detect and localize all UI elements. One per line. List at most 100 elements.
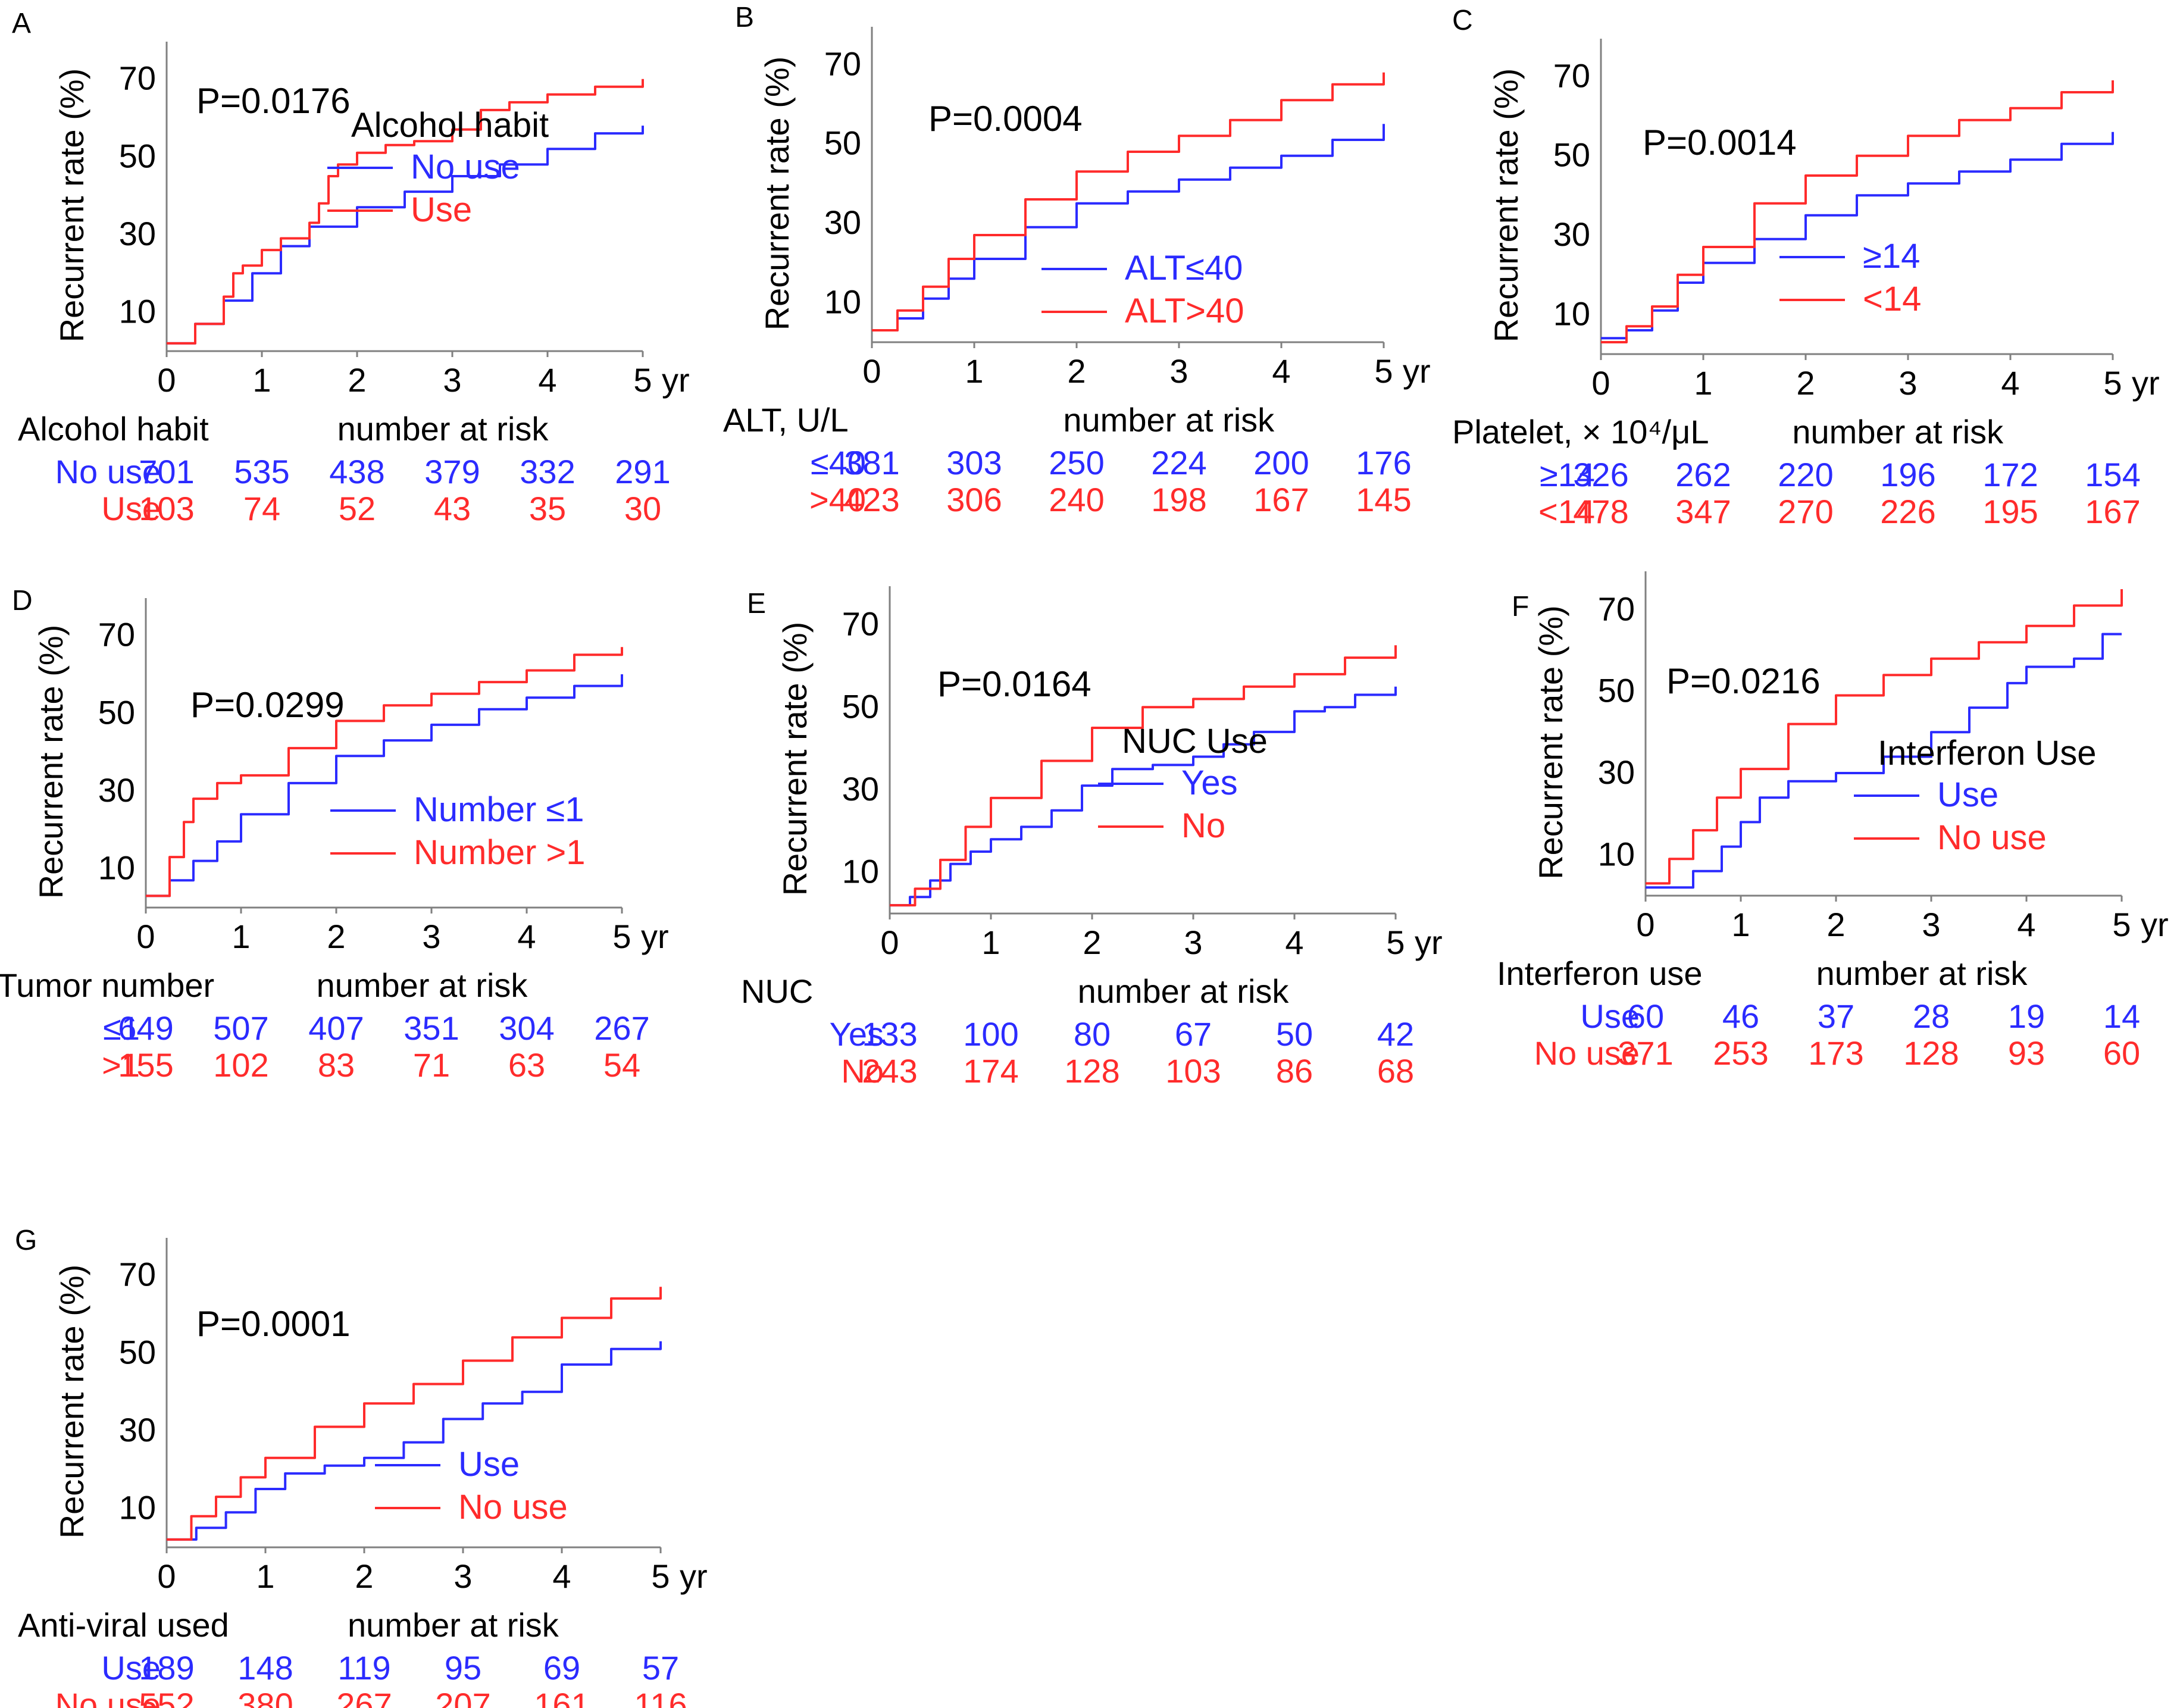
x-tick-label: 5 bbox=[1386, 924, 1405, 961]
risk-value: 649 bbox=[118, 1009, 173, 1047]
legend-label: ≥14 bbox=[1863, 237, 1920, 276]
x-tick-label: 0 bbox=[1591, 364, 1610, 402]
y-tick-label: 10 bbox=[1553, 295, 1590, 332]
x-tick-label: 0 bbox=[862, 352, 881, 390]
x-tick-label: 3 bbox=[1922, 906, 1940, 943]
risk-row-label: No use bbox=[1534, 1034, 1640, 1072]
x-tick-label: 2 bbox=[348, 361, 366, 399]
risk-value: 116 bbox=[634, 1686, 687, 1708]
y-tick-label: 30 bbox=[1598, 753, 1635, 791]
y-tick-label: 50 bbox=[98, 693, 135, 731]
y-axis-label: Recurrent rate (%) bbox=[32, 625, 70, 899]
x-tick-label: 4 bbox=[1272, 352, 1290, 390]
risk-table-label: Anti-viral used bbox=[18, 1606, 229, 1644]
risk-value: 198 bbox=[1151, 481, 1206, 518]
y-tick-label: 10 bbox=[119, 293, 156, 330]
risk-value: 207 bbox=[435, 1686, 490, 1708]
panel-letter: A bbox=[12, 8, 31, 39]
panel-letter: C bbox=[1452, 5, 1473, 36]
risk-value: 67 bbox=[1175, 1015, 1212, 1053]
y-tick-label: 50 bbox=[842, 687, 879, 725]
panel-letter: E bbox=[747, 588, 766, 620]
km-curve-number-1 bbox=[146, 647, 623, 897]
risk-value: 174 bbox=[963, 1052, 1018, 1090]
km-curve-use bbox=[1646, 633, 2122, 889]
x-tick-label: 2 bbox=[1083, 924, 1101, 961]
legend-label: Number >1 bbox=[414, 833, 586, 872]
risk-value: 128 bbox=[1064, 1052, 1119, 1090]
panel-letter: B bbox=[735, 2, 754, 33]
risk-value: 30 bbox=[624, 490, 661, 527]
risk-table-header: number at risk bbox=[348, 1606, 559, 1644]
risk-value: 71 bbox=[413, 1046, 450, 1084]
y-tick-label: 50 bbox=[1553, 136, 1590, 174]
x-tick-label: 2 bbox=[1067, 352, 1086, 390]
risk-value: 167 bbox=[2085, 493, 2140, 530]
risk-value: 68 bbox=[1377, 1052, 1414, 1090]
legend-label: Use bbox=[1937, 775, 1998, 814]
risk-value: 379 bbox=[424, 453, 480, 490]
km-curve-use bbox=[167, 1341, 662, 1541]
risk-value: 291 bbox=[615, 453, 670, 490]
panel-letter: G bbox=[15, 1225, 37, 1256]
risk-value: 100 bbox=[963, 1015, 1018, 1053]
risk-value: 195 bbox=[1982, 493, 2038, 530]
p-value: P=0.0164 bbox=[937, 664, 1091, 704]
legend-label: No use bbox=[1937, 818, 2047, 857]
km-curve-alt-40 bbox=[872, 72, 1385, 331]
km-curve-number-1 bbox=[146, 674, 623, 897]
risk-value: 103 bbox=[139, 490, 194, 527]
risk-value: 423 bbox=[844, 481, 899, 518]
risk-table-label: Platelet, × 10⁴/μL bbox=[1452, 413, 1709, 451]
x-tick-label: 5 bbox=[1374, 352, 1393, 390]
risk-value: 220 bbox=[1778, 456, 1833, 493]
legend-title: NUC Use bbox=[1122, 722, 1268, 761]
y-tick-label: 70 bbox=[1598, 590, 1635, 627]
y-tick-label: 10 bbox=[119, 1489, 156, 1526]
risk-table-label: ALT, U/L bbox=[723, 401, 849, 439]
km-curve-no bbox=[890, 645, 1397, 907]
panel-letter: D bbox=[12, 585, 33, 617]
km-curve-no-use bbox=[167, 1287, 662, 1541]
p-value: P=0.0176 bbox=[196, 81, 351, 121]
risk-row-label: No bbox=[841, 1052, 884, 1090]
risk-value: 37 bbox=[1818, 997, 1854, 1035]
legend-label: ALT>40 bbox=[1125, 292, 1244, 330]
y-tick-label: 30 bbox=[119, 1411, 156, 1449]
risk-row-label: <14 bbox=[1538, 493, 1595, 530]
risk-value: 381 bbox=[844, 444, 899, 481]
risk-value: 42 bbox=[1377, 1015, 1414, 1053]
km-curve-no-use bbox=[1646, 589, 2123, 885]
risk-row-label: >40 bbox=[809, 481, 866, 518]
risk-value: 224 bbox=[1151, 444, 1206, 481]
km-panel-c: C Recurrent rate (%) 10 30 50 70 0 1 2 3 4 5 yr P=0.0… bbox=[1452, 5, 2160, 530]
risk-value: 35 bbox=[529, 490, 566, 527]
risk-value: 262 bbox=[1675, 456, 1731, 493]
x-tick-label: 0 bbox=[1636, 906, 1654, 943]
risk-value: 57 bbox=[642, 1649, 679, 1687]
risk-value: 148 bbox=[237, 1649, 293, 1687]
risk-value: 240 bbox=[1049, 481, 1104, 518]
risk-value: 347 bbox=[1675, 493, 1731, 530]
risk-value: 507 bbox=[213, 1009, 268, 1047]
y-tick-label: 30 bbox=[98, 771, 135, 809]
legend-label: No use bbox=[458, 1488, 568, 1526]
risk-value: 226 bbox=[1880, 493, 1935, 530]
risk-row-label: >1 bbox=[102, 1046, 140, 1084]
x-axis-unit: yr bbox=[1415, 924, 1443, 961]
x-tick-label: 3 bbox=[422, 918, 440, 955]
risk-value: 133 bbox=[862, 1015, 917, 1053]
risk-row-label: ≤40 bbox=[811, 444, 866, 481]
x-tick-label: 2 bbox=[355, 1557, 373, 1595]
risk-value: 60 bbox=[1627, 997, 1664, 1035]
x-tick-label: 1 bbox=[1694, 364, 1712, 402]
legend-label: <14 bbox=[1863, 280, 1921, 318]
y-tick-label: 70 bbox=[119, 60, 156, 97]
risk-table-header: number at risk bbox=[1078, 972, 1290, 1010]
x-axis-unit: yr bbox=[641, 918, 669, 955]
x-tick-label: 2 bbox=[327, 918, 345, 955]
p-value: P=0.0216 bbox=[1666, 661, 1821, 701]
km-panel-f: F Recurrent rate (%) 10 30 50 70 0 1 2 3 4 5 yr P=0.0… bbox=[1497, 571, 2169, 1072]
x-axis-unit: yr bbox=[680, 1557, 708, 1595]
